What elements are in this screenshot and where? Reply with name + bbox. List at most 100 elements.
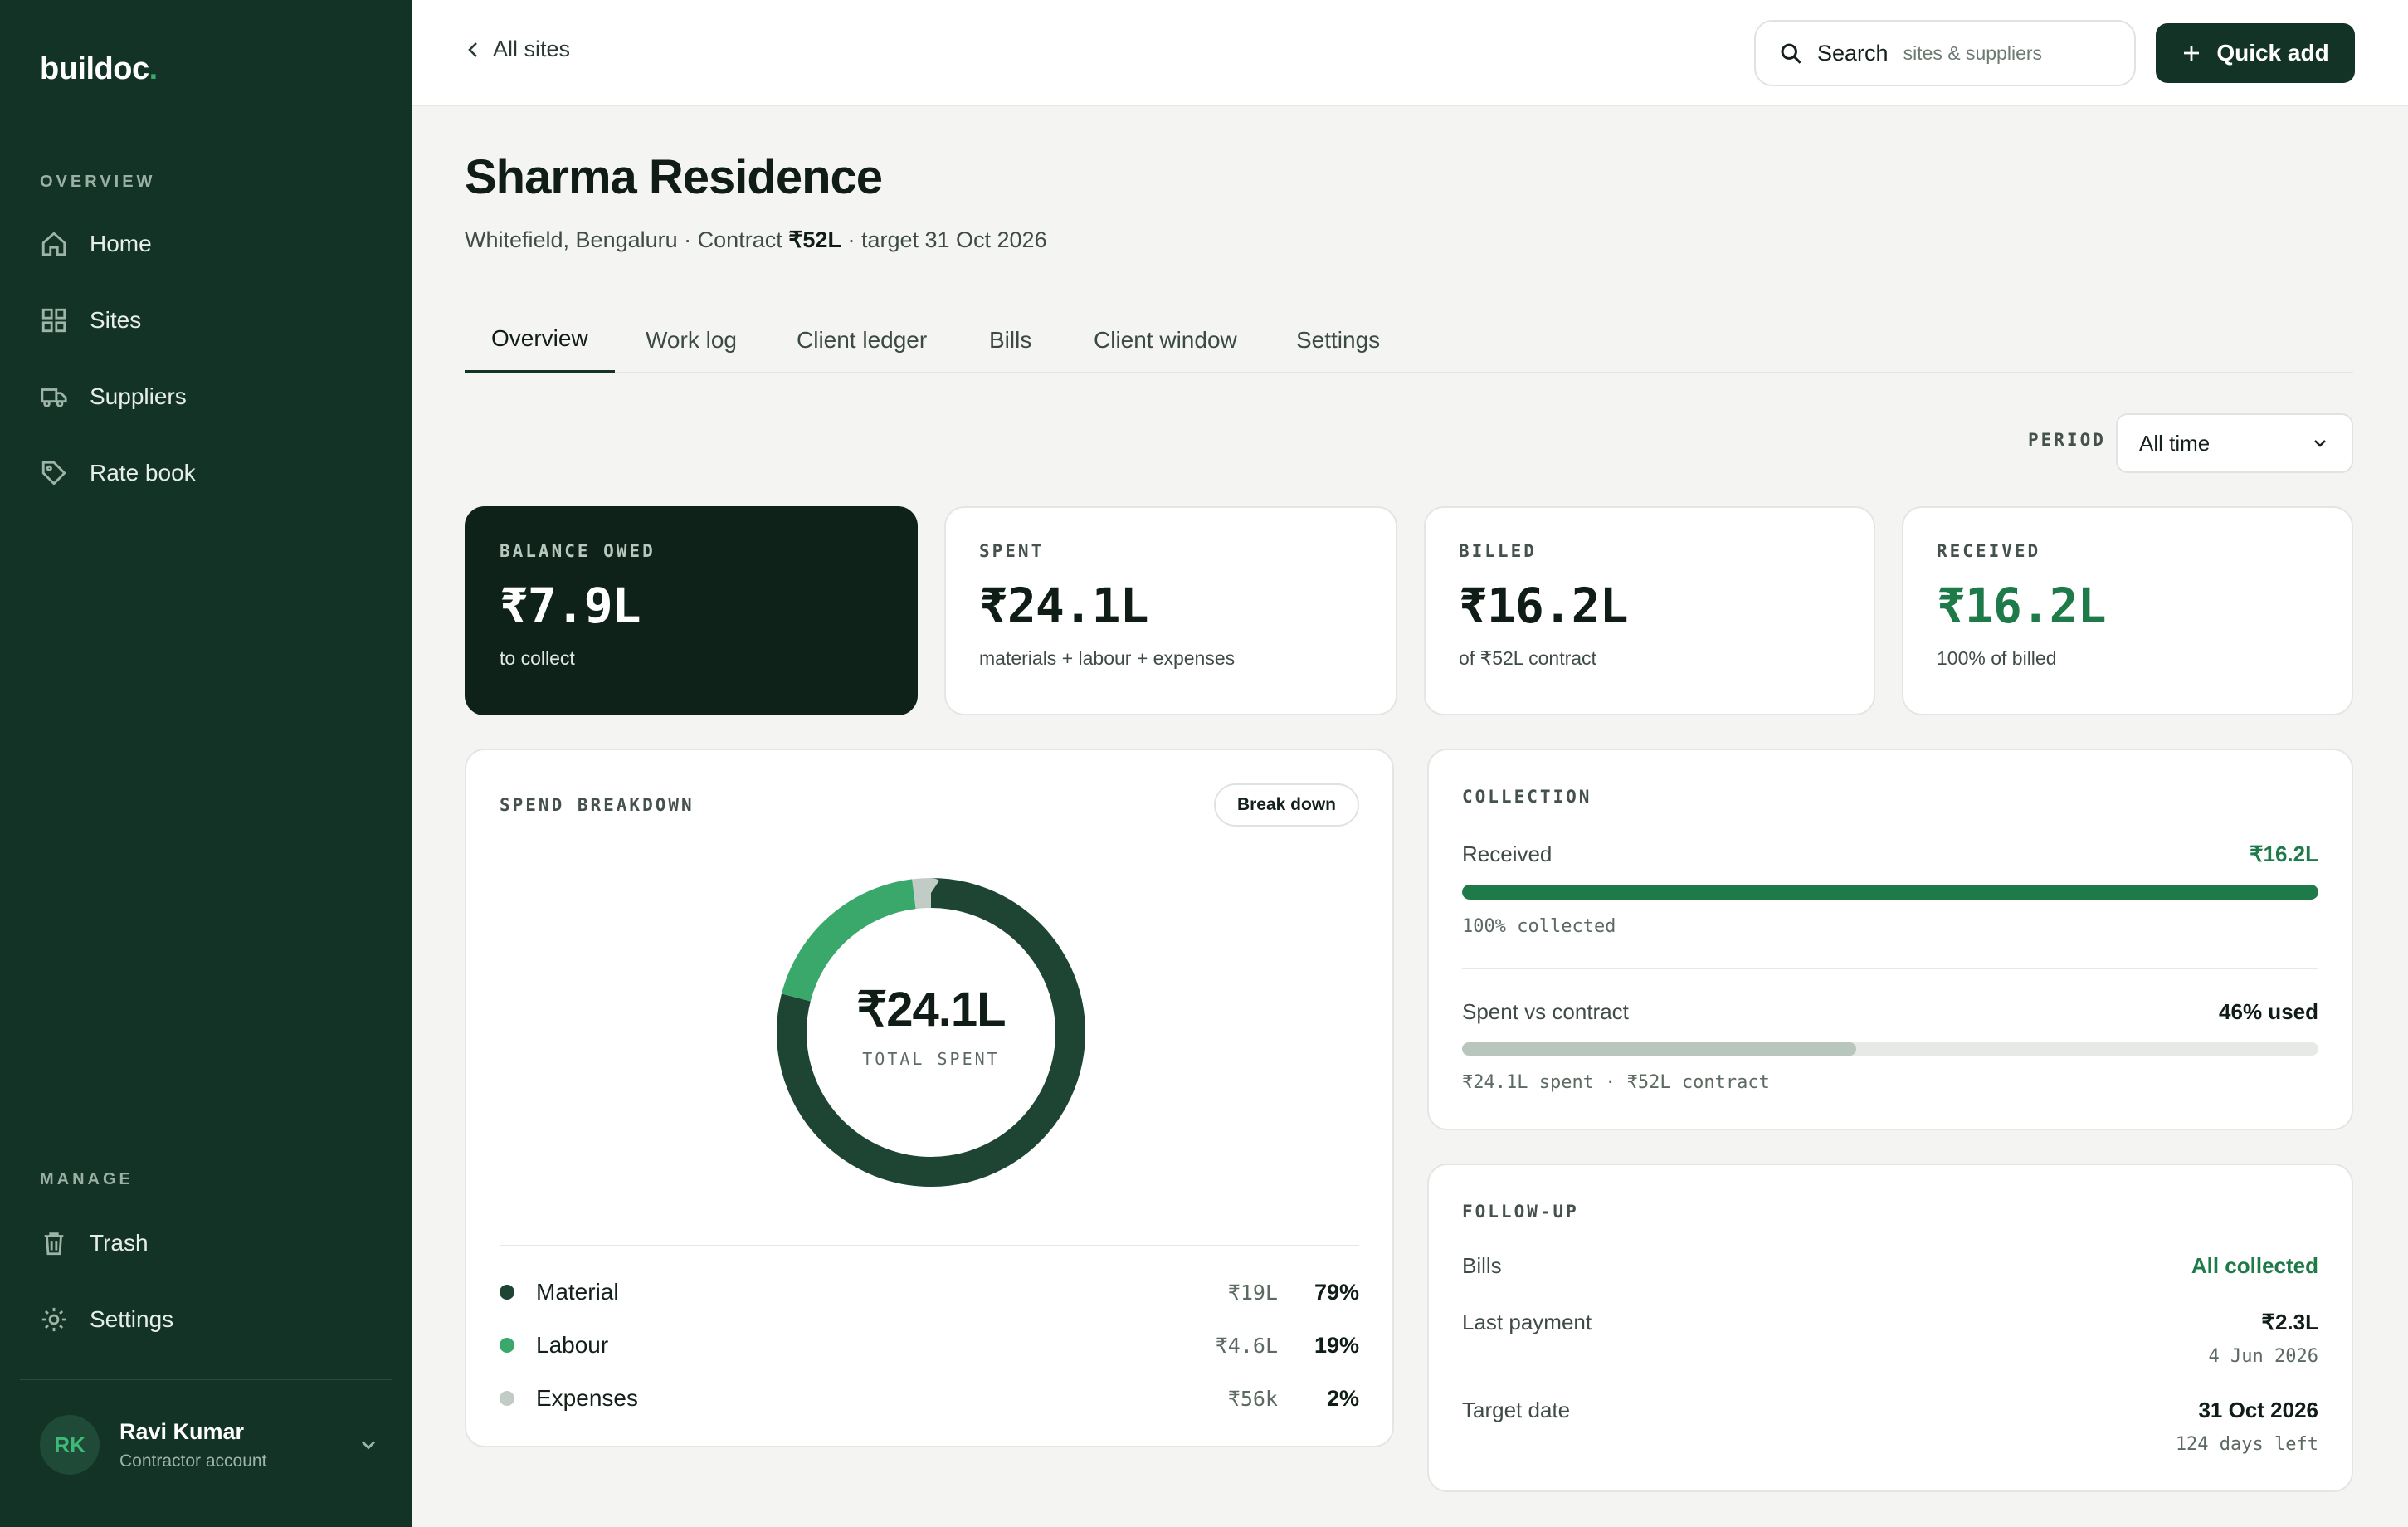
card-title: FOLLOW-UP [1462, 1202, 1579, 1222]
search-icon [1781, 43, 1801, 64]
legend-percent: 2% [1326, 1385, 1359, 1411]
collection-divider [1462, 968, 2318, 969]
legend-name: Labour [536, 1332, 609, 1358]
expenses-dot [500, 1391, 514, 1406]
sidebar-item-rate-book[interactable]: Rate book [40, 448, 388, 498]
plus-icon [2184, 46, 2200, 61]
back-link[interactable]: All sites [465, 37, 570, 62]
received-label: Received [1462, 842, 1553, 866]
sidebar-item-label: Trash [90, 1230, 149, 1256]
contract-prefix: · Contract [684, 227, 782, 252]
spent-note: ₹24.1L spent · ₹52L contract [1462, 1072, 1770, 1093]
bills-label: Bills [1462, 1253, 1502, 1278]
period-value: All time [2139, 430, 2211, 456]
stat-label: RECEIVED [1937, 541, 2041, 561]
stat-sub: 100% of billed [1937, 647, 2057, 669]
card-title: SPEND BREAKDOWN [500, 795, 695, 815]
legend-item: Material ₹19L 79% [500, 1271, 1359, 1313]
stat-label: BILLED [1459, 541, 1537, 561]
sidebar-item-label: Rate book [90, 460, 196, 485]
received-note: 100% collected [1462, 916, 1616, 937]
site-location: Whitefield, Bengaluru [465, 227, 678, 252]
stat-sub: materials + labour + expenses [979, 647, 1236, 669]
spent-progress-fill [1462, 1042, 1856, 1056]
legend-divider [500, 1245, 1359, 1246]
target-date-label: Target date [1462, 1398, 1571, 1422]
gear-icon [41, 1307, 66, 1332]
sidebar-item-sites[interactable]: Sites [40, 295, 388, 345]
page-title: Sharma Residence [465, 150, 883, 204]
sidebar-item-settings[interactable]: Settings [40, 1295, 388, 1344]
donut-total: ₹24.1L [856, 983, 1006, 1037]
overview-heading: OVERVIEW [40, 173, 156, 191]
last-payment-date: 4 Jun 2026 [2208, 1346, 2318, 1367]
balance-owed-card[interactable]: BALANCE OWED ₹7.9L to collect [465, 506, 918, 715]
stat-label: BALANCE OWED [500, 541, 656, 561]
sidebar-item-label: Sites [90, 307, 142, 333]
legend-percent: 19% [1314, 1332, 1359, 1358]
tab-bills[interactable]: Bills [989, 327, 1032, 353]
donut-slice-expenses [777, 878, 1085, 1187]
site-subtitle: Whitefield, Bengaluru · Contract ₹52L · … [465, 227, 1047, 253]
tab-work-log[interactable]: Work log [646, 327, 737, 353]
billed-card[interactable]: BILLED ₹16.2L of ₹52L contract [1424, 506, 1875, 715]
tab-client-ledger[interactable]: Client ledger [797, 327, 928, 353]
spend-breakdown-card: SPEND BREAKDOWN Break down ₹24.1L TOTAL … [465, 749, 1394, 1447]
labour-dot [500, 1338, 514, 1353]
period-label: PERIOD [2028, 430, 2106, 450]
tab-settings[interactable]: Settings [1296, 327, 1381, 353]
period-select[interactable]: All time [2116, 413, 2353, 473]
chevron-down-icon [2314, 440, 2326, 447]
avatar: RK [40, 1415, 100, 1475]
received-progress-fill [1462, 885, 2318, 900]
stat-value: ₹7.9L [500, 578, 641, 634]
sidebar-divider [20, 1379, 392, 1380]
sidebar-item-label: Home [90, 231, 152, 256]
spent-progress-bar [1462, 1042, 2318, 1056]
follow-up-card: FOLLOW-UP Bills All collected Last payme… [1427, 1164, 2353, 1492]
tag-icon [41, 461, 66, 485]
donut-caption: TOTAL SPENT [862, 1049, 1000, 1069]
collection-card: COLLECTION Received ₹16.2L 100% collecte… [1427, 749, 2353, 1130]
sidebar-item-trash[interactable]: Trash [40, 1218, 388, 1268]
spend-donut-chart [777, 878, 1085, 1187]
material-dot [500, 1285, 514, 1300]
spent-card[interactable]: SPENT ₹24.1L materials + labour + expens… [944, 506, 1397, 715]
legend-item: Labour ₹4.6L 19% [500, 1325, 1359, 1366]
truck-icon [41, 388, 67, 407]
quick-add-button[interactable]: Quick add [2156, 23, 2355, 83]
target-date-value: 31 Oct 2026 [2198, 1398, 2318, 1422]
sidebar: buildoc. OVERVIEW Home Sites Suppliers R… [0, 0, 412, 1527]
tab-overview[interactable]: Overview [465, 307, 615, 373]
sidebar-item-suppliers[interactable]: Suppliers [40, 372, 388, 422]
quick-add-label: Quick add [2216, 40, 2329, 66]
legend-name: Material [536, 1279, 619, 1305]
account-switcher[interactable]: RK Ravi Kumar Contractor account [40, 1415, 380, 1475]
sidebar-item-label: Suppliers [90, 383, 187, 409]
legend-name: Expenses [536, 1385, 638, 1411]
chevron-left-icon [468, 41, 477, 57]
received-card[interactable]: RECEIVED ₹16.2L 100% of billed [1902, 506, 2353, 715]
user-name: Ravi Kumar [119, 1418, 245, 1444]
legend-amount: ₹56k [1227, 1386, 1278, 1411]
stat-label: SPENT [979, 541, 1045, 561]
donut-center: ₹24.1L TOTAL SPENT [777, 981, 1085, 1069]
search-input[interactable]: Search sites & suppliers [1754, 20, 2136, 86]
contract-value: ₹52L [788, 227, 841, 252]
chevron-down-icon [362, 1441, 375, 1450]
tab-client-window[interactable]: Client window [1094, 327, 1237, 353]
stat-value: ₹24.1L [979, 578, 1149, 634]
stat-sub: of ₹52L contract [1459, 647, 1596, 669]
legend-item: Expenses ₹56k 2% [500, 1378, 1359, 1419]
tab-bar: Overview Work log Client ledger Bills Cl… [465, 307, 2353, 373]
days-left: 124 days left [2175, 1434, 2318, 1455]
spent-vs-contract-label: Spent vs contract [1462, 999, 1629, 1024]
stat-sub: to collect [500, 647, 575, 669]
stat-value: ₹16.2L [1459, 578, 1629, 634]
legend-percent: 79% [1314, 1279, 1359, 1305]
spent-vs-contract-value: 46% used [2219, 999, 2318, 1024]
break-down-button[interactable]: Break down [1213, 783, 1359, 827]
sidebar-item-home[interactable]: Home [40, 219, 388, 269]
app-logo[interactable]: buildoc. [40, 51, 158, 86]
user-role: Contractor account [119, 1451, 267, 1471]
